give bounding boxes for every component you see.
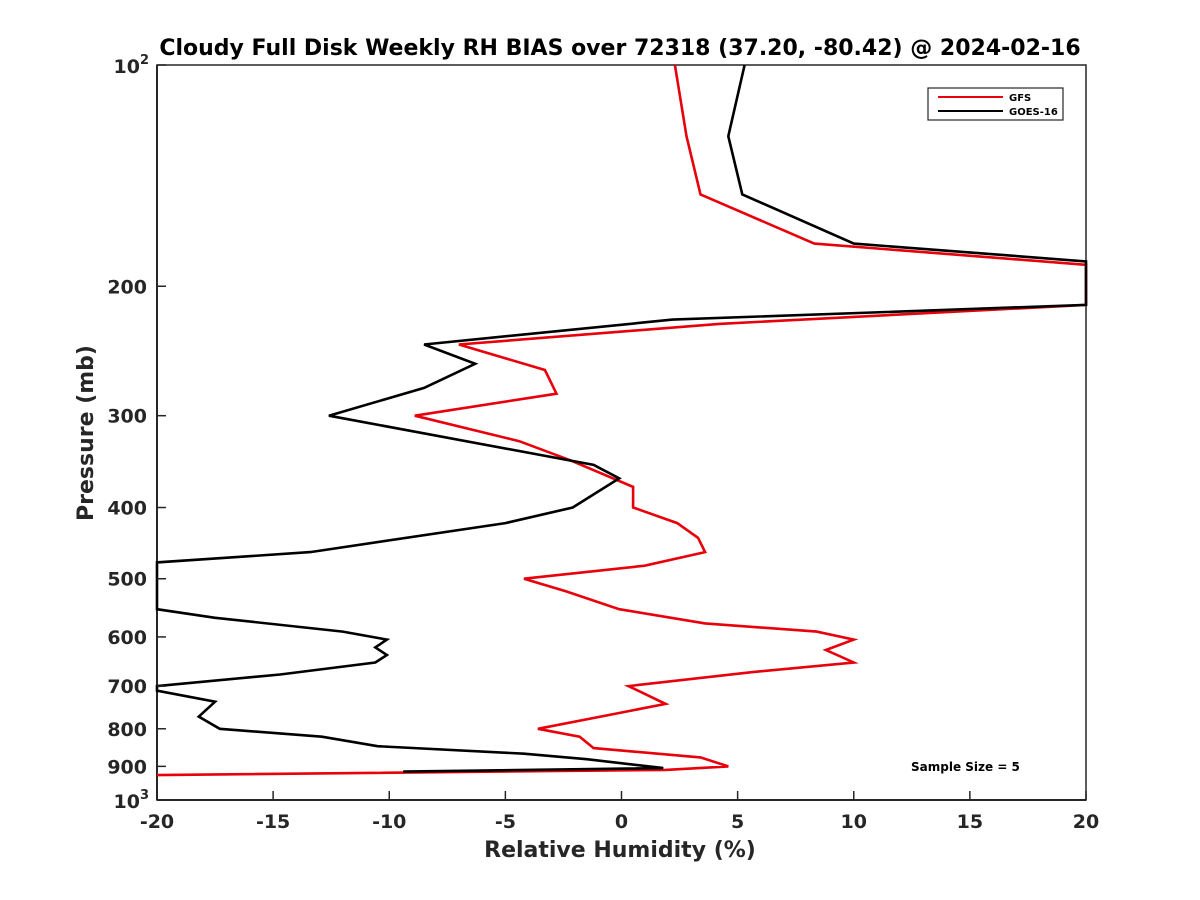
x-tick-label: 10 xyxy=(841,811,867,833)
sample-size-annotation: Sample Size = 5 xyxy=(911,760,1020,774)
legend-label-gfs: GFS xyxy=(1009,93,1031,104)
y-tick-label: 700 xyxy=(107,676,147,698)
x-tick-label: -15 xyxy=(256,811,290,833)
series-line-gfs xyxy=(156,64,1088,777)
y-tick-label: 500 xyxy=(107,569,147,591)
legend-label-goes16: GOES-16 xyxy=(1009,107,1058,118)
y-tick-label: 400 xyxy=(107,498,147,520)
x-tick-label: 0 xyxy=(615,811,628,833)
y-tick-label: 200 xyxy=(107,276,147,298)
y-tick-label: 900 xyxy=(107,756,147,778)
legend-box xyxy=(927,87,1064,121)
legend: GFS GOES-16 xyxy=(927,87,1064,121)
x-axis-ticks: -20 -15 -10 -5 0 5 10 15 20 xyxy=(140,791,1099,833)
x-axis-label: Relative Humidity (%) xyxy=(484,838,756,863)
x-tick-label: 5 xyxy=(731,811,744,833)
y-tick-exponent: 2 xyxy=(140,53,149,68)
y-tick-base: 10 xyxy=(114,791,140,813)
y-tick-label: 600 xyxy=(107,627,147,649)
x-tick-label: 15 xyxy=(957,811,983,833)
y-tick-label: 800 xyxy=(107,719,147,741)
y-axis-label: Pressure (mb) xyxy=(74,345,99,521)
chart-title: Cloudy Full Disk Weekly RH BIAS over 723… xyxy=(159,36,1080,61)
x-tick-label: -10 xyxy=(372,811,406,833)
series-line-goes16 xyxy=(155,64,1088,773)
y-tick-exponent: 3 xyxy=(140,788,149,803)
plot-frame xyxy=(156,64,1087,801)
series-layer xyxy=(155,64,1088,777)
x-tick-label: -5 xyxy=(495,811,516,833)
y-tick-label: 103 xyxy=(114,788,150,813)
x-tick-label: 20 xyxy=(1073,811,1099,833)
y-tick-label: 102 xyxy=(114,53,150,78)
y-tick-label: 300 xyxy=(107,406,147,428)
plot-area xyxy=(155,64,1088,801)
y-tick-base: 10 xyxy=(114,56,140,78)
x-tick-label: -20 xyxy=(140,811,174,833)
